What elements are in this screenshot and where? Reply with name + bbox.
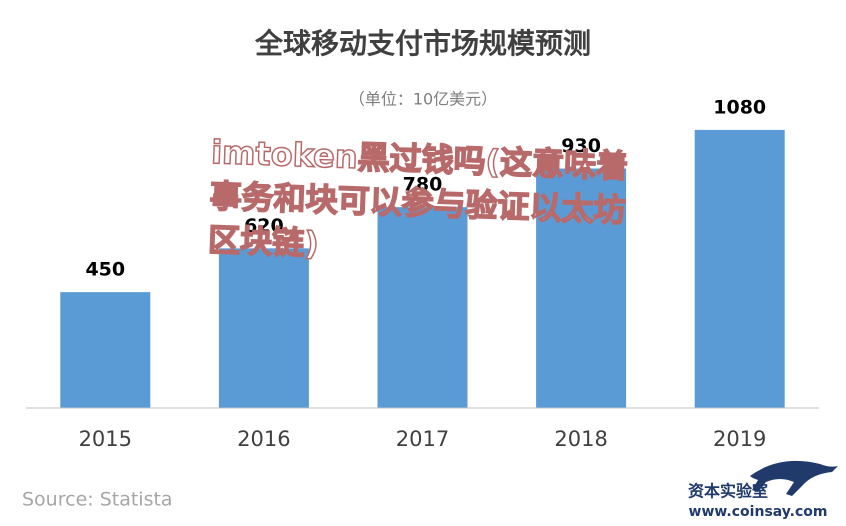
x-tick-label: 2016 [237, 427, 290, 451]
bar [536, 168, 627, 408]
data-label: 620 [244, 215, 284, 237]
logo-url: www.coinsay.com [689, 504, 828, 520]
chart-subtitle: （单位：10亿美元） [349, 90, 497, 109]
bar [694, 129, 785, 408]
bar [218, 248, 309, 408]
bar [377, 207, 468, 408]
logo-name: 资本实验室 [688, 482, 768, 501]
chart-title: 全球移动支付市场规模预测 [254, 27, 591, 60]
bar [60, 292, 151, 408]
data-label: 450 [85, 259, 125, 281]
logo-icon [750, 460, 838, 496]
data-label: 780 [403, 174, 443, 196]
x-tick-label: 2017 [396, 427, 449, 451]
x-tick-label: 2019 [713, 427, 766, 451]
x-tick-label: 2015 [79, 427, 132, 451]
source: Source: Statista [22, 489, 173, 511]
data-label: 930 [561, 135, 601, 157]
x-tick-label: 2018 [554, 427, 607, 451]
watermark: imtoken黑过钱吗(这意味着事务和块可以参与验证以太坊区块链) [207, 132, 630, 263]
data-label: 1080 [713, 96, 766, 118]
